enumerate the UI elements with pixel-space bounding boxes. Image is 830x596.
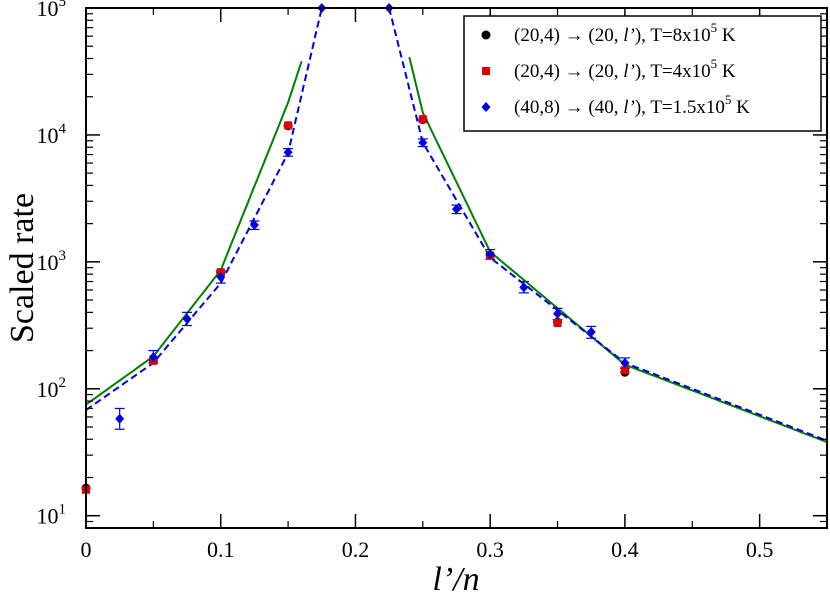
data-point-series-3 bbox=[620, 357, 630, 368]
x-axis-title: l’/n bbox=[432, 561, 479, 596]
fit-curve-dashed bbox=[388, 7, 828, 442]
legend-label-3: (40,8) → (40, l’), T=1.5x105 K bbox=[514, 92, 750, 118]
data-point-series-3 bbox=[586, 327, 596, 338]
x-tick-label: 0.5 bbox=[746, 537, 774, 562]
data-point-series-3 bbox=[249, 220, 259, 231]
y-tick-label: 103 bbox=[37, 248, 67, 275]
x-tick-label: 0.4 bbox=[611, 537, 639, 562]
legend-box bbox=[463, 15, 822, 132]
legend-marker-2 bbox=[482, 67, 490, 75]
data-point-series-3 bbox=[553, 308, 563, 319]
data-point-series-3 bbox=[216, 271, 226, 282]
y-tick-label: 101 bbox=[37, 502, 67, 529]
x-tick-label: 0.2 bbox=[342, 537, 370, 562]
data-point-series-3 bbox=[452, 204, 461, 215]
data-point-series-2 bbox=[620, 366, 629, 375]
data-point-series-3 bbox=[115, 413, 125, 424]
y-axis-title: Scaled rate bbox=[4, 193, 41, 343]
data-point-series-3 bbox=[148, 351, 158, 362]
data-point-series-2 bbox=[553, 318, 562, 327]
y-tick-label: 104 bbox=[37, 121, 67, 148]
fit-curve-solid bbox=[85, 60, 303, 406]
plot-frame bbox=[85, 7, 828, 529]
x-tick-label: 0.3 bbox=[476, 537, 504, 562]
legend: (20,4) → (20, l’), T=8x105 K (20,4) → (20… bbox=[463, 15, 822, 132]
x-tick-label: 0.1 bbox=[207, 537, 235, 562]
error-bars bbox=[114, 138, 630, 430]
legend-marker-3 bbox=[481, 102, 491, 112]
legend-marker-1 bbox=[481, 30, 491, 40]
data-markers bbox=[81, 3, 630, 494]
data-point-series-3 bbox=[519, 282, 529, 293]
y-tick-label: 105 bbox=[37, 0, 67, 21]
y-tick-label: 102 bbox=[37, 375, 67, 402]
data-point-series-3 bbox=[283, 147, 293, 158]
data-point-series-3 bbox=[485, 249, 495, 260]
fit-curve-dashed bbox=[85, 7, 323, 411]
legend-label-2: (20,4) → (20, l’), T=4x105 K bbox=[514, 56, 736, 82]
legend-label-1: (20,4) → (20, l’), T=8x105 K bbox=[514, 20, 736, 46]
data-point-series-2 bbox=[418, 115, 427, 124]
data-point-series-2 bbox=[284, 121, 293, 130]
data-point-series-3 bbox=[418, 137, 428, 148]
x-tick-label: 0 bbox=[81, 537, 92, 562]
data-point-series-3 bbox=[182, 313, 192, 324]
legend-entries: (20,4) → (20, l’), T=8x105 K (20,4) → (20… bbox=[481, 20, 750, 118]
